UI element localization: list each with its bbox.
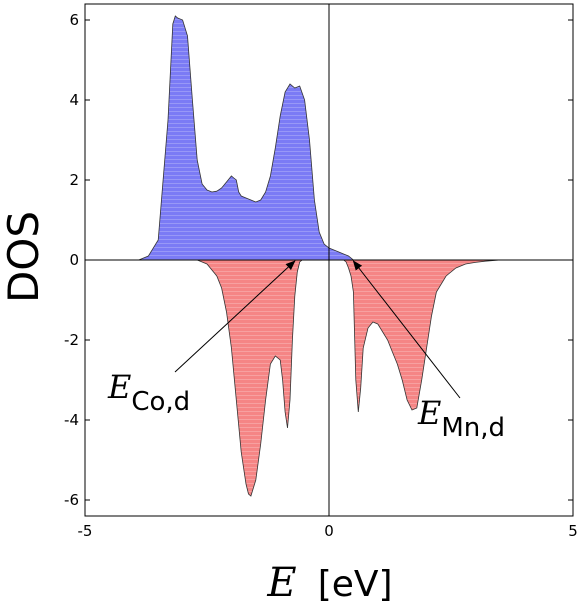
x-axis-unit: [eV] [318, 564, 393, 605]
x-tick-label: 0 [324, 522, 334, 540]
x-axis-symbol: E [266, 560, 296, 606]
y-tick-label: -2 [64, 331, 79, 349]
annotation-symbol: E [107, 368, 131, 406]
annotation-subscript: Co,d [131, 387, 190, 417]
annotation-subscript: Mn,d [441, 413, 505, 443]
y-tick-label: 2 [69, 171, 79, 189]
annotation-arrow [352, 260, 461, 399]
y-tick-label: 4 [69, 91, 79, 109]
x-axis-label: E [eV] [266, 560, 392, 606]
x-tick-label: -5 [78, 522, 93, 540]
y-tick-label: -4 [64, 411, 79, 429]
axis-ticks: -6 -4 -2 0 2 4 6 -5 0 5 [64, 4, 578, 540]
dos-area-0 [138, 15, 355, 261]
annotation-arrow [174, 260, 296, 373]
annotation-label: EMn,d [417, 394, 505, 443]
x-tick-label: 5 [568, 522, 578, 540]
y-axis-label: DOS [0, 211, 48, 303]
y-tick-label: -6 [64, 491, 79, 509]
dos-fills [138, 15, 500, 497]
y-tick-label: 0 [69, 251, 79, 269]
annotation-label: ECo,d [107, 368, 190, 417]
energy-annotations: ECo,d EMn,d [107, 260, 505, 443]
annotation-symbol: E [417, 394, 441, 432]
y-tick-label: 6 [69, 11, 79, 29]
dos-area-1 [197, 259, 500, 497]
